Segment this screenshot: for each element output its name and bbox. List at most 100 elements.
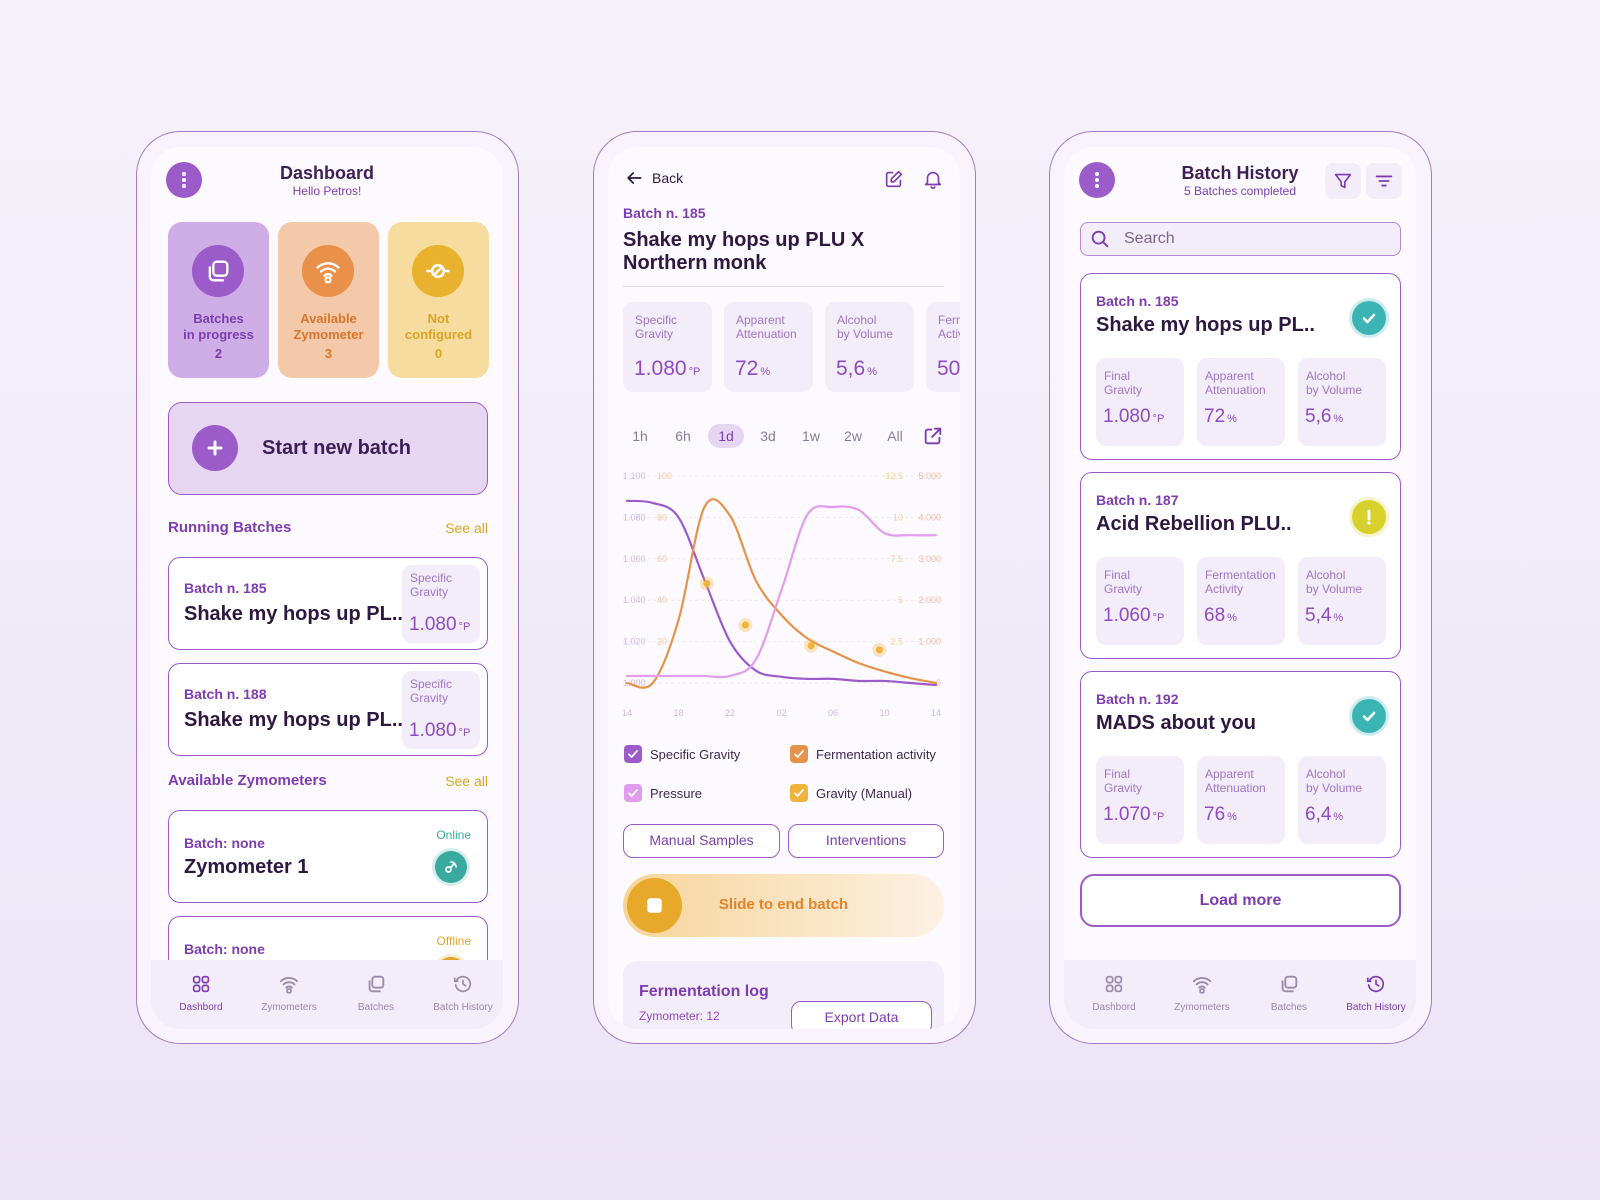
nav-item[interactable]: Batch History	[1336, 960, 1416, 1020]
tile-label: Zymometer	[293, 327, 364, 342]
icon-shape	[627, 172, 642, 184]
nav-label: Batch History	[433, 1002, 493, 1013]
stat-value: 68%	[1204, 605, 1237, 627]
plus-circle	[192, 425, 238, 471]
stat-box: Final Gravity 1.080 °P	[1096, 358, 1184, 446]
stat-unit: %	[1227, 612, 1237, 624]
stat-label: Specific	[635, 313, 678, 327]
outline-btn[interactable]: Manual Samples	[623, 824, 780, 858]
card: Batch n. 185 Shake my hops up PL.. Final Gr…	[1080, 273, 1401, 460]
icon-shape	[368, 980, 381, 993]
stat-unit: %	[1333, 811, 1344, 823]
square-btn[interactable]	[1366, 163, 1402, 199]
stat-box: Alcohol by Volume 5,4%	[1298, 557, 1386, 645]
range-tab[interactable]: 1d	[708, 424, 744, 448]
check-box[interactable]	[624, 745, 642, 763]
x-tick-label: 14	[622, 708, 632, 718]
tile: Not configured 0	[388, 222, 489, 378]
y-tick-label: 1.100	[623, 471, 646, 481]
icon-shape	[433, 266, 443, 276]
icon-shape	[316, 262, 340, 277]
check-box[interactable]	[790, 745, 808, 763]
outline-btn[interactable]: Interventions	[788, 824, 944, 858]
icon-shape	[924, 171, 942, 189]
stat-label: Alcohol	[1306, 568, 1346, 582]
icon-shape	[1281, 980, 1294, 993]
stat-value-number: 68	[1204, 605, 1226, 626]
nav-item[interactable]: Batches	[336, 960, 416, 1020]
legend-text: Gravity (Manual)	[816, 786, 913, 801]
stat-value: 5,4%	[1305, 605, 1343, 627]
range-tab[interactable]: 1w	[802, 428, 820, 444]
icon-shape	[1114, 984, 1123, 993]
stat-label: Alcohol	[1306, 369, 1346, 383]
square-btn[interactable]	[1325, 163, 1361, 199]
nav-item[interactable]: Zymometers	[249, 960, 329, 1020]
chart: 1.1001.0801.0601.0401.0201.0001008060402…	[622, 471, 943, 718]
zym-icon	[435, 851, 467, 883]
stat-label: by Volume	[1306, 383, 1363, 397]
tile: Available Zymometer 3	[278, 222, 379, 378]
icon-shape	[628, 750, 638, 758]
start-btn[interactable]: Start new batch	[168, 402, 488, 495]
nav-item[interactable]: Dashbord	[1074, 960, 1154, 1020]
icon	[172, 168, 196, 197]
nav-label: Batches	[357, 1002, 395, 1013]
stat-label: Final	[1104, 767, 1131, 781]
range-tab[interactable]: 6h	[675, 428, 691, 444]
icon-shape	[794, 789, 804, 797]
stat-label: by Volume	[1306, 781, 1363, 795]
stat-unit: %	[1333, 612, 1344, 624]
icon-shape	[1192, 977, 1212, 989]
stat-label: Fermentation	[938, 313, 960, 327]
range-tab[interactable]: All	[887, 428, 903, 444]
detail-name: Shake my hops up PLU X Northern monk	[623, 229, 865, 274]
load-btn[interactable]: Load more	[1080, 874, 1401, 927]
icon-shape	[445, 861, 457, 873]
y4-tick-label: 4.000	[918, 512, 941, 522]
icon-shape	[1362, 711, 1376, 722]
outline-btn[interactable]: Export Data	[791, 1001, 932, 1029]
nav-item[interactable]: Zymometers	[1162, 960, 1242, 1020]
icon-shape	[1114, 975, 1123, 984]
range-tab[interactable]: 1h	[632, 428, 648, 444]
menu-btn[interactable]	[166, 162, 202, 198]
stat-label-block: Apparent Attenuation	[1205, 767, 1266, 795]
nav-item[interactable]: Batch History	[423, 960, 503, 1020]
icon	[204, 257, 232, 290]
card: Batch n. 187 Acid Rebellion PLU.. Final Gra…	[1080, 472, 1401, 659]
stat-label: Alcohol	[837, 313, 877, 327]
icon	[922, 425, 944, 452]
icon	[640, 891, 669, 925]
check-box[interactable]	[790, 784, 808, 802]
stat-label: Attenuation	[1205, 383, 1266, 397]
nav-item[interactable]: Batches	[1249, 960, 1329, 1020]
phone-screen: Batch History 5 Batches completed Search Ba…	[1064, 147, 1416, 1029]
icon-shape	[1367, 521, 1371, 525]
icon-shape	[1192, 977, 1212, 994]
icon-shape	[930, 186, 936, 189]
slide-knob[interactable]	[627, 878, 682, 933]
x-tick-label: 22	[725, 708, 735, 718]
icon	[1085, 168, 1109, 197]
tile-circle	[192, 245, 244, 297]
screen-subtitle: 5 Batches completed	[1183, 184, 1297, 198]
range-tab[interactable]: 2w	[844, 428, 862, 444]
icon-shape	[454, 975, 472, 993]
icon-shape	[1095, 184, 1099, 188]
icon	[791, 785, 807, 806]
range-tab[interactable]: 3d	[760, 428, 776, 444]
stat-label-block: Alcohol by Volume	[1306, 767, 1362, 795]
icon	[365, 973, 387, 1000]
icon-shape	[1367, 975, 1385, 993]
check-box[interactable]	[624, 784, 642, 802]
menu-btn[interactable]	[1079, 162, 1115, 198]
nav-item[interactable]: Dashbord	[161, 960, 241, 1020]
y-tick-label: 1.000	[623, 678, 646, 688]
icon-shape	[885, 171, 902, 188]
stat-box: Alcohol by Volume 5,6%	[1298, 358, 1386, 446]
search-box[interactable]: Search	[1080, 222, 1401, 256]
phone-frame: Dashboard Hello Petros! Batches in progress…	[136, 131, 519, 1044]
